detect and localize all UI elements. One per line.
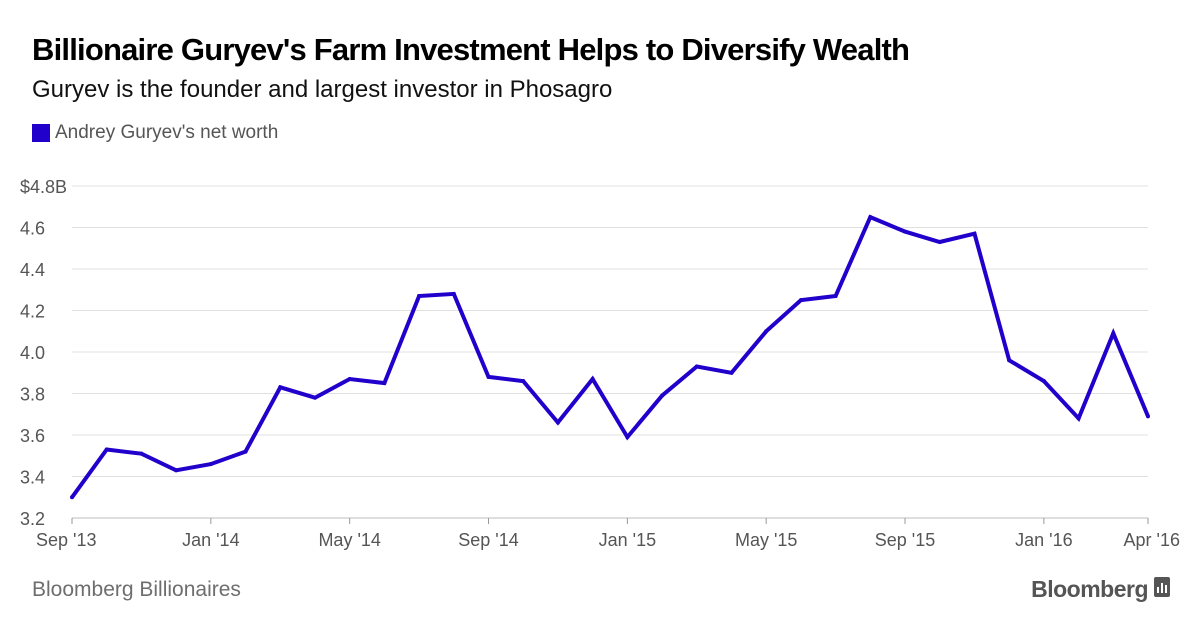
data-point bbox=[1076, 416, 1081, 421]
data-point bbox=[1007, 358, 1012, 363]
x-tick-label: Apr '16 bbox=[1124, 530, 1180, 550]
x-tick-label: May '15 bbox=[735, 530, 797, 550]
data-point bbox=[208, 462, 213, 467]
data-point bbox=[1111, 331, 1116, 336]
source-note: Bloomberg Billionaires bbox=[32, 578, 241, 601]
y-tick-label: 4.4 bbox=[20, 260, 45, 280]
x-tick-label: Jan '14 bbox=[182, 530, 239, 550]
y-tick-label: 3.6 bbox=[20, 426, 45, 446]
data-point bbox=[694, 364, 699, 369]
y-tick-label: 4.0 bbox=[20, 343, 45, 363]
data-point bbox=[174, 468, 179, 473]
data-point bbox=[937, 240, 942, 245]
data-point bbox=[278, 385, 283, 390]
y-tick-label: $4.8B bbox=[20, 177, 67, 197]
y-tick-label: 3.8 bbox=[20, 385, 45, 405]
chart-title: Billionaire Guryev's Farm Investment Hel… bbox=[32, 32, 910, 67]
y-tick-label: 4.6 bbox=[20, 219, 45, 239]
data-point bbox=[104, 447, 109, 452]
y-axis-ticks: $4.8B 4.6 4.4 4.2 4.0 3.8 3.6 3.4 3.2 bbox=[20, 177, 67, 529]
x-tick-label: Sep '13 bbox=[36, 530, 97, 550]
data-point bbox=[798, 298, 803, 303]
data-point bbox=[972, 231, 977, 236]
data-point bbox=[903, 229, 908, 234]
data-point bbox=[312, 395, 317, 400]
data-point bbox=[729, 370, 734, 375]
data-point bbox=[833, 293, 838, 298]
x-axis: Sep '13 Jan '14 May '14 Sep '14 Jan '15 May '… bbox=[36, 517, 1180, 550]
data-point bbox=[625, 435, 630, 440]
data-point bbox=[590, 376, 595, 381]
data-point bbox=[555, 420, 560, 425]
data-point bbox=[764, 329, 769, 334]
data-point bbox=[417, 293, 422, 298]
data-point bbox=[451, 291, 456, 296]
x-tick-label: Sep '15 bbox=[875, 530, 936, 550]
grid-layer bbox=[72, 185, 1148, 477]
data-point bbox=[70, 495, 74, 500]
bloomberg-terminal-icon bbox=[1154, 577, 1170, 602]
data-point bbox=[1041, 379, 1046, 384]
data-point bbox=[1146, 414, 1150, 419]
data-point bbox=[382, 381, 387, 386]
x-tick-label: May '14 bbox=[318, 530, 380, 550]
legend-label: Andrey Guryev's net worth bbox=[55, 122, 279, 143]
y-tick-label: 4.2 bbox=[20, 302, 45, 322]
x-tick-label: Jan '15 bbox=[599, 530, 656, 550]
series-layer bbox=[70, 214, 1150, 500]
data-point bbox=[139, 451, 144, 456]
chart-subtitle: Guryev is the founder and largest invest… bbox=[32, 76, 613, 103]
legend: Andrey Guryev's net worth bbox=[32, 122, 278, 144]
data-point bbox=[243, 449, 248, 454]
y-tick-label: 3.2 bbox=[20, 509, 45, 529]
data-point bbox=[868, 215, 873, 220]
y-tick-label: 3.4 bbox=[20, 468, 45, 488]
x-tick-label: Sep '14 bbox=[458, 530, 519, 550]
x-tick-label: Jan '16 bbox=[1015, 530, 1072, 550]
brand-name: Bloomberg bbox=[1031, 576, 1148, 602]
data-point bbox=[347, 376, 352, 381]
data-point bbox=[521, 379, 526, 384]
data-point bbox=[486, 374, 491, 379]
brand-logo: Bloomberg bbox=[1031, 576, 1170, 603]
series-line bbox=[70, 214, 1150, 499]
data-point bbox=[660, 393, 665, 398]
legend-swatch bbox=[32, 124, 50, 142]
